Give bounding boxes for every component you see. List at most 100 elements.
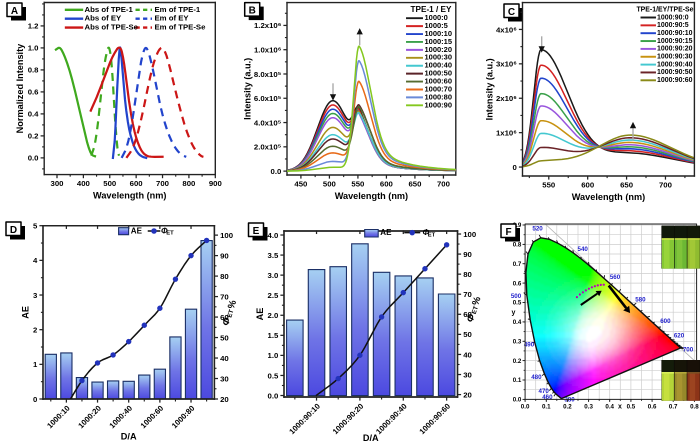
svg-text:480: 480 bbox=[531, 374, 542, 381]
svg-text:550: 550 bbox=[351, 179, 364, 188]
svg-text:2: 2 bbox=[33, 325, 38, 334]
svg-text:2.5: 2.5 bbox=[268, 291, 279, 300]
svg-text:1000:60: 1000:60 bbox=[139, 404, 166, 431]
svg-text:D: D bbox=[10, 225, 17, 236]
svg-text:E: E bbox=[253, 226, 260, 237]
svg-text:90: 90 bbox=[220, 251, 229, 260]
svg-text:1000:10: 1000:10 bbox=[45, 404, 72, 431]
svg-text:560: 560 bbox=[610, 274, 621, 281]
svg-text:Abs of EY: Abs of EY bbox=[85, 14, 122, 23]
svg-text:4.0x10⁵: 4.0x10⁵ bbox=[254, 118, 282, 127]
svg-text:0.0: 0.0 bbox=[28, 154, 39, 163]
svg-text:1000:20: 1000:20 bbox=[425, 45, 453, 54]
svg-text:700: 700 bbox=[437, 179, 450, 188]
svg-text:y: y bbox=[512, 310, 516, 317]
svg-text:1000:80: 1000:80 bbox=[425, 92, 453, 101]
svg-text:620: 620 bbox=[674, 333, 685, 340]
svg-text:3.5: 3.5 bbox=[268, 251, 279, 260]
svg-text:50: 50 bbox=[463, 330, 472, 339]
svg-text:3: 3 bbox=[33, 291, 38, 300]
svg-text:0.7: 0.7 bbox=[513, 261, 522, 268]
svg-text:900: 900 bbox=[209, 179, 222, 188]
svg-text:0.8: 0.8 bbox=[513, 242, 522, 249]
svg-text:100: 100 bbox=[220, 231, 233, 240]
svg-text:1000:90:40: 1000:90:40 bbox=[657, 61, 693, 68]
svg-text:500: 500 bbox=[511, 293, 522, 300]
svg-text:0.5: 0.5 bbox=[627, 404, 636, 411]
svg-text:1000:90:50: 1000:90:50 bbox=[657, 69, 693, 76]
svg-text:30: 30 bbox=[463, 370, 472, 379]
svg-text:0.4: 0.4 bbox=[513, 319, 522, 326]
svg-text:0.9: 0.9 bbox=[513, 222, 522, 229]
svg-text:1000:10: 1000:10 bbox=[425, 29, 453, 38]
svg-text:0.6: 0.6 bbox=[28, 88, 39, 97]
svg-text:ET: ET bbox=[166, 231, 174, 237]
svg-text:8.0x10⁵: 8.0x10⁵ bbox=[254, 70, 282, 79]
svg-text:0: 0 bbox=[33, 395, 37, 404]
svg-text:580: 580 bbox=[635, 297, 646, 304]
svg-text:Em of TPE-1: Em of TPE-1 bbox=[154, 5, 200, 14]
svg-text:490: 490 bbox=[524, 342, 535, 349]
svg-text:C: C bbox=[508, 7, 515, 18]
svg-text:Wavelength (nm): Wavelength (nm) bbox=[93, 190, 166, 200]
svg-text:500: 500 bbox=[103, 179, 116, 188]
svg-text:2.0: 2.0 bbox=[268, 311, 279, 320]
svg-text:1000:90:0: 1000:90:0 bbox=[657, 14, 689, 21]
svg-text:1.0x10⁶: 1.0x10⁶ bbox=[254, 46, 282, 55]
svg-text:Φ: Φ bbox=[220, 316, 233, 327]
svg-text:540: 540 bbox=[578, 246, 589, 253]
svg-text:0.0: 0.0 bbox=[268, 391, 279, 400]
svg-text:2.0x10⁵: 2.0x10⁵ bbox=[254, 143, 282, 152]
svg-text:450: 450 bbox=[294, 179, 307, 188]
svg-text:1000:90: 1000:90 bbox=[425, 100, 453, 109]
svg-text:0.6: 0.6 bbox=[648, 404, 657, 411]
svg-text:1000:60: 1000:60 bbox=[425, 76, 453, 85]
svg-text:90: 90 bbox=[463, 250, 472, 259]
svg-text:ET: ET bbox=[471, 305, 480, 315]
svg-text:1000:90:5: 1000:90:5 bbox=[657, 22, 689, 29]
svg-text:D/A: D/A bbox=[121, 431, 137, 441]
svg-text:600: 600 bbox=[130, 179, 143, 188]
svg-text:600: 600 bbox=[380, 179, 393, 188]
svg-text:0.4: 0.4 bbox=[605, 404, 614, 411]
svg-text:0.4: 0.4 bbox=[28, 110, 39, 119]
svg-text:D/A: D/A bbox=[363, 433, 379, 441]
svg-text:600: 600 bbox=[581, 180, 594, 189]
svg-text:0.8: 0.8 bbox=[690, 404, 699, 411]
svg-text:1000:90:15: 1000:90:15 bbox=[657, 38, 693, 45]
svg-text:0.2: 0.2 bbox=[513, 358, 522, 365]
svg-text:%: % bbox=[470, 295, 483, 307]
svg-text:AE: AE bbox=[20, 306, 30, 319]
svg-text:6.0x10⁵: 6.0x10⁵ bbox=[254, 94, 282, 103]
svg-text:Intensity (a.u.): Intensity (a.u.) bbox=[243, 58, 253, 120]
svg-text:AE: AE bbox=[380, 228, 392, 237]
svg-text:4x10⁶: 4x10⁶ bbox=[496, 25, 517, 34]
svg-text:1000:90:20: 1000:90:20 bbox=[657, 46, 693, 53]
svg-text:0.1: 0.1 bbox=[513, 377, 522, 384]
svg-text:Abs of TPE-Se: Abs of TPE-Se bbox=[85, 23, 139, 32]
svg-text:50: 50 bbox=[220, 333, 229, 342]
svg-text:20: 20 bbox=[463, 390, 472, 399]
svg-text:Em of EY: Em of EY bbox=[154, 14, 189, 23]
svg-text:1000:40: 1000:40 bbox=[425, 61, 453, 70]
svg-text:500: 500 bbox=[323, 179, 336, 188]
svg-text:60: 60 bbox=[463, 310, 472, 319]
svg-text:520: 520 bbox=[532, 226, 543, 233]
svg-text:300: 300 bbox=[51, 179, 64, 188]
svg-text:0.1: 0.1 bbox=[542, 404, 551, 411]
svg-text:4: 4 bbox=[33, 256, 38, 265]
svg-text:700: 700 bbox=[683, 347, 694, 354]
svg-text:2x10⁶: 2x10⁶ bbox=[496, 94, 517, 103]
svg-text:Φ: Φ bbox=[161, 226, 168, 235]
svg-text:380: 380 bbox=[564, 397, 575, 404]
svg-text:AE: AE bbox=[255, 308, 265, 321]
svg-text:0.5: 0.5 bbox=[513, 300, 522, 307]
svg-text:700: 700 bbox=[659, 180, 672, 189]
svg-text:1000:5: 1000:5 bbox=[425, 21, 448, 30]
svg-text:40: 40 bbox=[463, 350, 472, 359]
svg-text:70: 70 bbox=[463, 290, 472, 299]
svg-text:3.0: 3.0 bbox=[268, 271, 279, 280]
svg-text:0.0: 0.0 bbox=[513, 397, 522, 404]
svg-text:0.2: 0.2 bbox=[28, 132, 39, 141]
svg-text:400: 400 bbox=[77, 179, 90, 188]
